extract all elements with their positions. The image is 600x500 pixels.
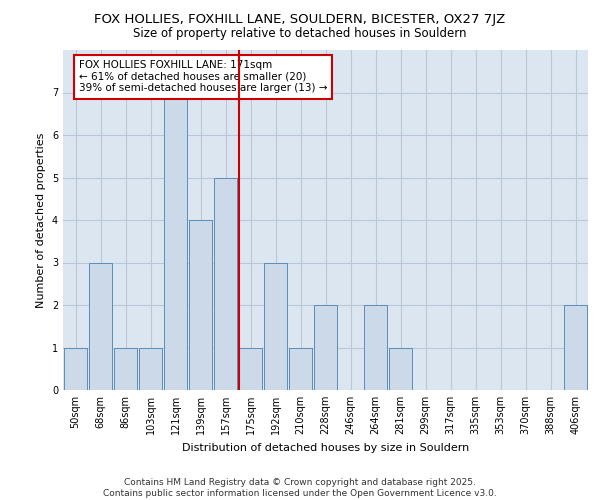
Bar: [239, 348, 262, 390]
Text: FOX HOLLIES FOXHILL LANE: 171sqm
← 61% of detached houses are smaller (20)
39% o: FOX HOLLIES FOXHILL LANE: 171sqm ← 61% o…: [79, 60, 327, 94]
Text: Size of property relative to detached houses in Souldern: Size of property relative to detached ho…: [133, 28, 467, 40]
Text: FOX HOLLIES, FOXHILL LANE, SOULDERN, BICESTER, OX27 7JZ: FOX HOLLIES, FOXHILL LANE, SOULDERN, BIC…: [94, 12, 506, 26]
Bar: [314, 305, 337, 390]
Bar: [139, 348, 162, 390]
Bar: [264, 262, 287, 390]
Bar: [289, 348, 312, 390]
Bar: [164, 92, 187, 390]
Bar: [389, 348, 412, 390]
X-axis label: Distribution of detached houses by size in Souldern: Distribution of detached houses by size …: [182, 442, 469, 452]
Bar: [89, 262, 112, 390]
Y-axis label: Number of detached properties: Number of detached properties: [37, 132, 46, 308]
Bar: [214, 178, 237, 390]
Bar: [114, 348, 137, 390]
Bar: [64, 348, 87, 390]
Bar: [364, 305, 387, 390]
Bar: [564, 305, 587, 390]
Text: Contains HM Land Registry data © Crown copyright and database right 2025.
Contai: Contains HM Land Registry data © Crown c…: [103, 478, 497, 498]
Bar: [189, 220, 212, 390]
